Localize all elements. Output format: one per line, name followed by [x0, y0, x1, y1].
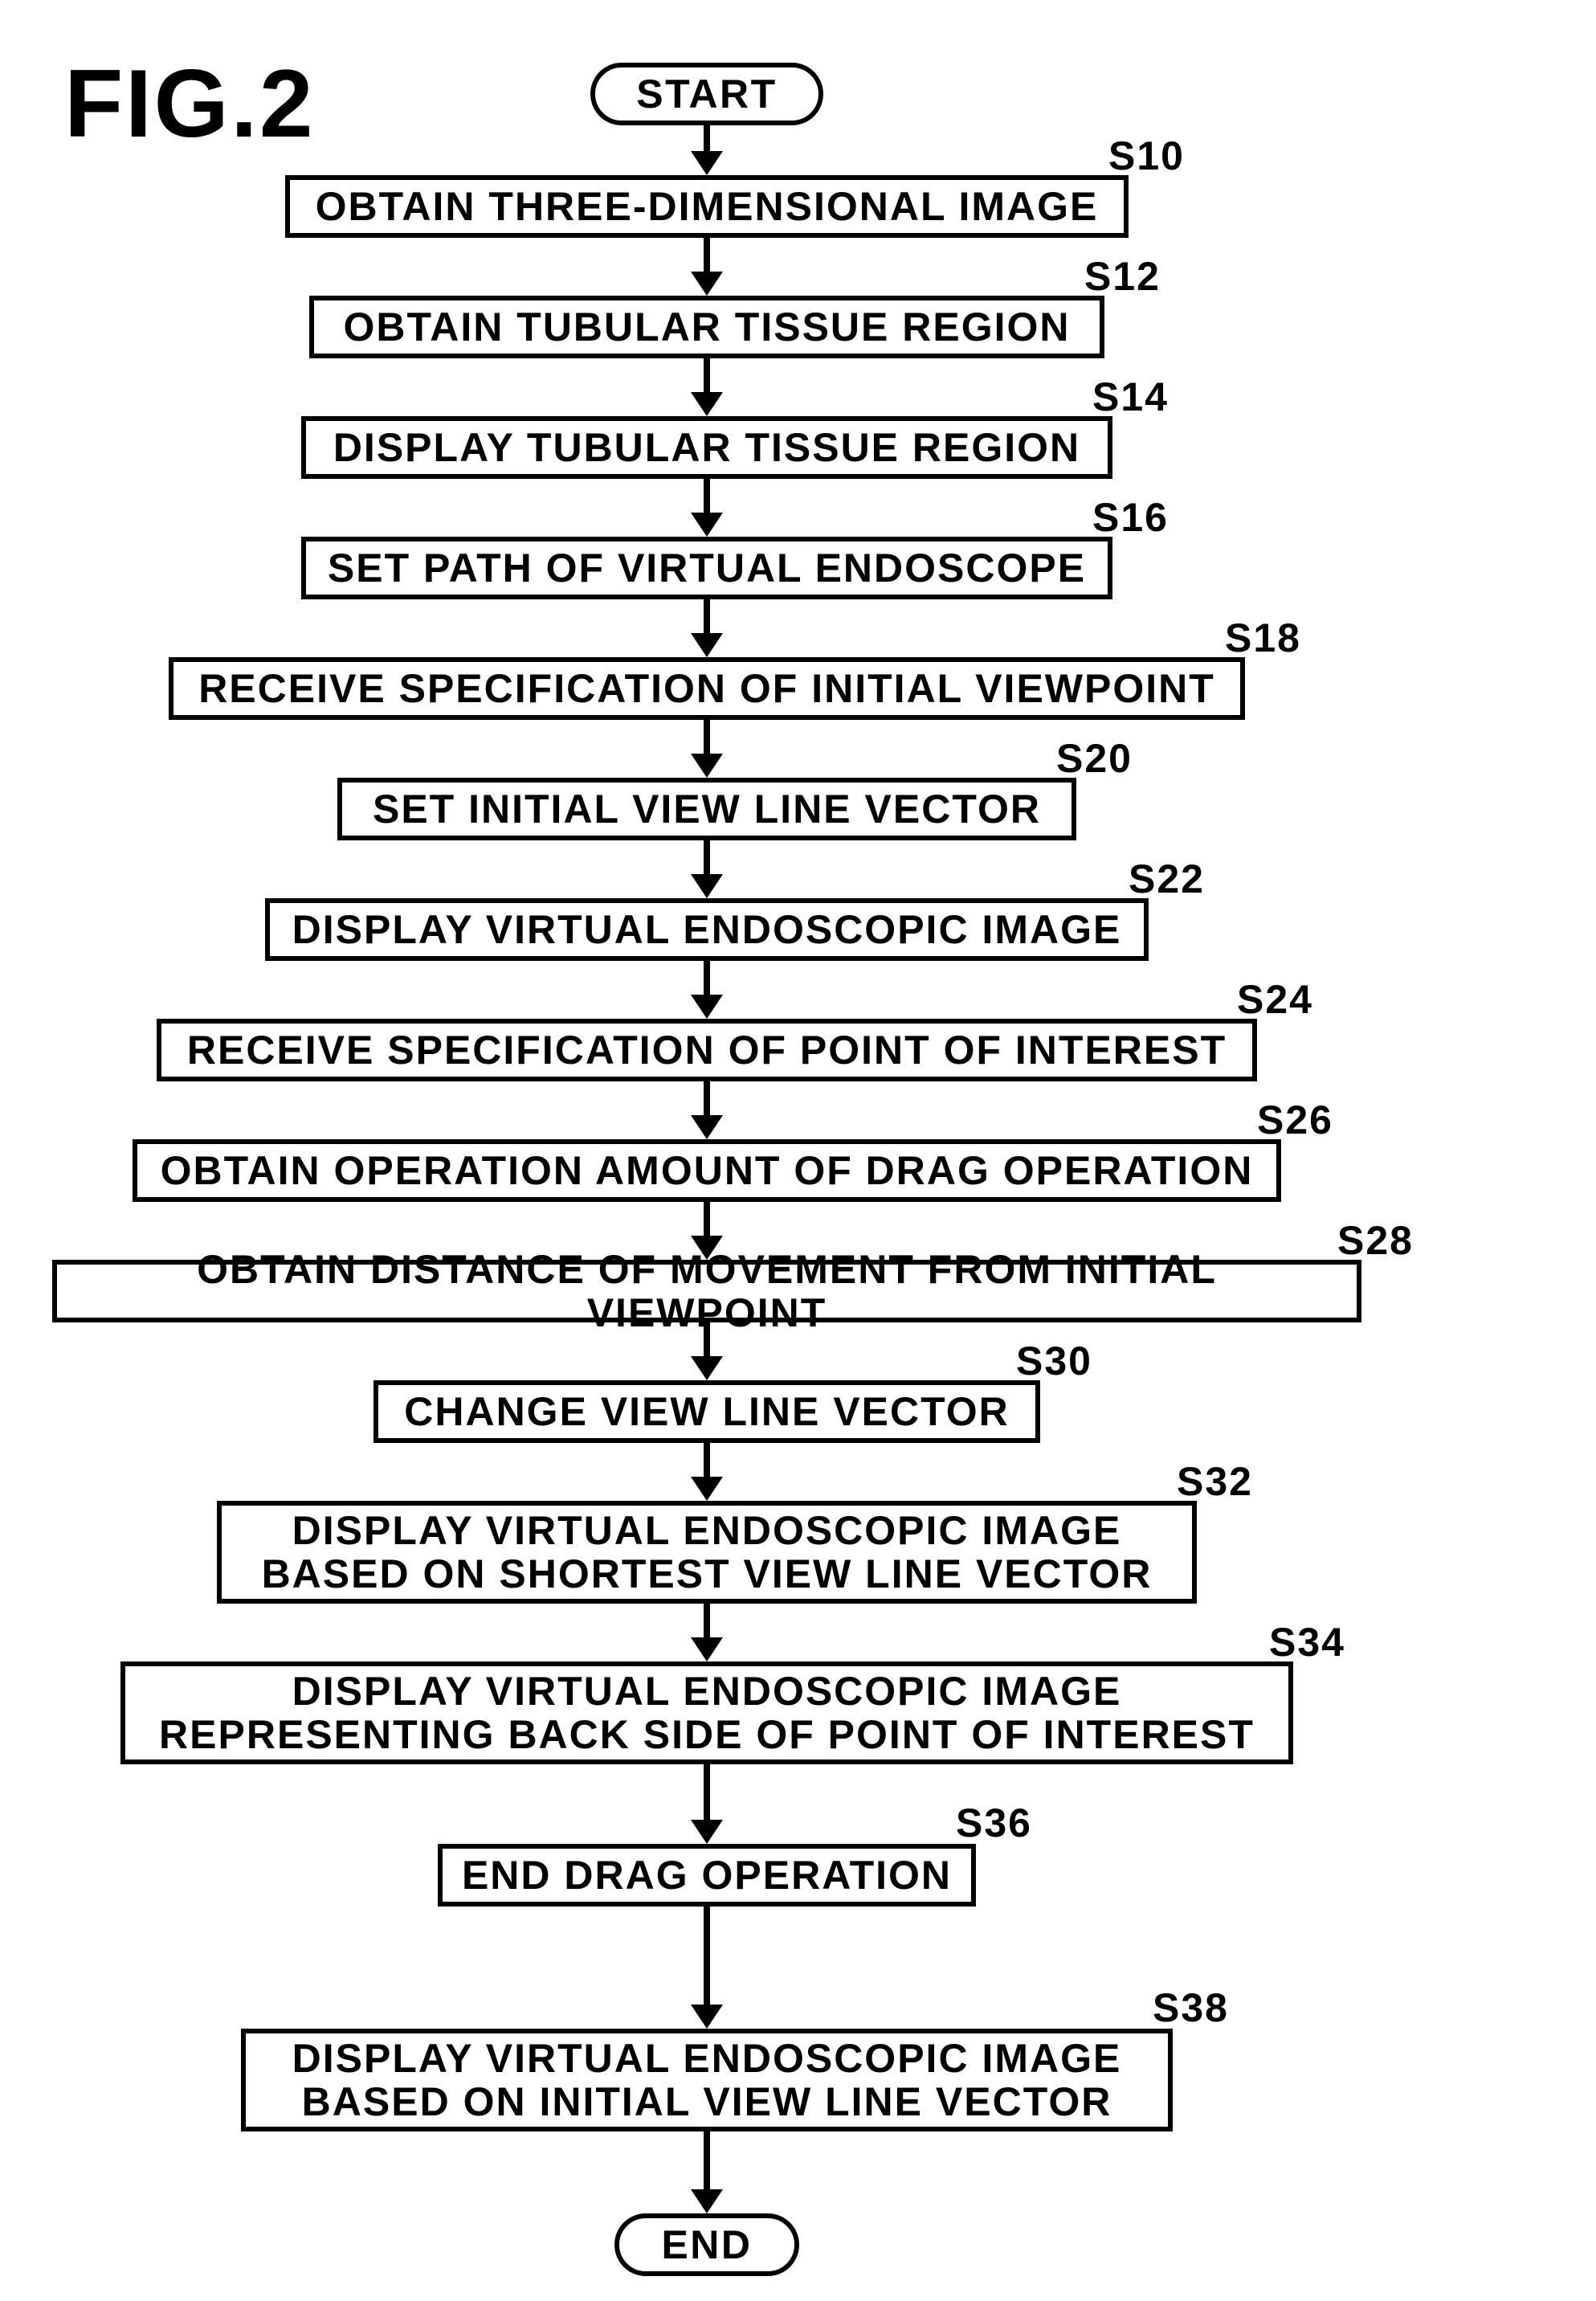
step-text: DISPLAY VIRTUAL ENDOSCOPIC IMAGEBASED ON…: [292, 2037, 1122, 2123]
step-box-s22: DISPLAY VIRTUAL ENDOSCOPIC IMAGE: [265, 898, 1149, 961]
step-label-s14: S14: [1092, 374, 1169, 420]
terminator-end-text: END: [661, 2221, 752, 2268]
step-label-s18: S18: [1225, 615, 1301, 661]
step-text: DISPLAY VIRTUAL ENDOSCOPIC IMAGEBASED ON…: [262, 1509, 1153, 1596]
step-box-s16: SET PATH OF VIRTUAL ENDOSCOPE: [301, 537, 1112, 599]
step-text: SET PATH OF VIRTUAL ENDOSCOPE: [328, 546, 1086, 590]
step-text: OBTAIN THREE-DIMENSIONAL IMAGE: [316, 185, 1099, 228]
step-text: END DRAG OPERATION: [462, 1853, 952, 1897]
arrow-shaft: [704, 599, 710, 633]
step-label-s28: S28: [1337, 1217, 1414, 1264]
arrow-shaft: [704, 840, 710, 874]
step-label-s32: S32: [1177, 1458, 1253, 1505]
terminator-start-text: START: [636, 71, 777, 117]
arrow-head-icon: [691, 151, 723, 175]
step-label-s36: S36: [956, 1800, 1032, 1846]
arrow-shaft: [704, 238, 710, 272]
step-label-s22: S22: [1129, 856, 1205, 902]
step-box-s36: END DRAG OPERATION: [438, 1844, 976, 1907]
step-box-s28: OBTAIN DISTANCE OF MOVEMENT FROM INITIAL…: [52, 1260, 1361, 1322]
step-label-s26: S26: [1257, 1097, 1333, 1143]
step-text: RECEIVE SPECIFICATION OF INITIAL VIEWPOI…: [198, 667, 1215, 710]
arrow-shaft: [704, 358, 710, 392]
arrow-head-icon: [691, 1115, 723, 1139]
step-text: RECEIVE SPECIFICATION OF POINT OF INTERE…: [187, 1028, 1227, 1072]
arrow-head-icon: [691, 995, 723, 1019]
arrow-head-icon: [691, 1637, 723, 1661]
terminator-start: START: [590, 63, 823, 125]
arrow-head-icon: [691, 874, 723, 898]
step-box-s26: OBTAIN OPERATION AMOUNT OF DRAG OPERATIO…: [133, 1139, 1281, 1202]
arrow-head-icon: [691, 754, 723, 778]
step-box-s10: OBTAIN THREE-DIMENSIONAL IMAGE: [285, 175, 1129, 238]
step-label-s38: S38: [1153, 1984, 1229, 2031]
step-label-s10: S10: [1108, 133, 1185, 179]
terminator-end: END: [614, 2213, 799, 2276]
step-label-s24: S24: [1237, 976, 1313, 1023]
arrow-shaft: [704, 2131, 710, 2189]
arrow-shaft: [704, 1202, 710, 1236]
arrow-head-icon: [691, 2189, 723, 2213]
arrow-shaft: [704, 1443, 710, 1477]
step-text: DISPLAY TUBULAR TISSUE REGION: [333, 426, 1080, 469]
step-text: SET INITIAL VIEW LINE VECTOR: [373, 787, 1041, 831]
step-label-s12: S12: [1084, 253, 1161, 300]
step-box-s12: OBTAIN TUBULAR TISSUE REGION: [309, 296, 1104, 358]
arrow-head-icon: [691, 1820, 723, 1844]
arrow-head-icon: [691, 1356, 723, 1380]
arrow-head-icon: [691, 1477, 723, 1501]
step-label-s34: S34: [1269, 1619, 1345, 1665]
arrow-shaft: [704, 961, 710, 995]
arrow-head-icon: [691, 272, 723, 296]
arrow-shaft: [704, 1604, 710, 1637]
figure-label: FIG.2: [64, 48, 315, 159]
arrow-shaft: [704, 479, 710, 513]
arrow-shaft: [704, 125, 710, 151]
step-box-s32: DISPLAY VIRTUAL ENDOSCOPIC IMAGEBASED ON…: [217, 1501, 1197, 1604]
step-box-s14: DISPLAY TUBULAR TISSUE REGION: [301, 416, 1112, 479]
arrow-head-icon: [691, 392, 723, 416]
step-text: CHANGE VIEW LINE VECTOR: [404, 1390, 1009, 1433]
arrow-shaft: [704, 1322, 710, 1356]
step-text: DISPLAY VIRTUAL ENDOSCOPIC IMAGE: [292, 908, 1122, 951]
step-box-s18: RECEIVE SPECIFICATION OF INITIAL VIEWPOI…: [169, 657, 1245, 720]
arrow-shaft: [704, 1764, 710, 1820]
arrow-head-icon: [691, 2005, 723, 2029]
step-label-s20: S20: [1056, 735, 1133, 782]
arrow-shaft: [704, 720, 710, 754]
step-text: OBTAIN DISTANCE OF MOVEMENT FROM INITIAL…: [73, 1248, 1341, 1334]
step-text: OBTAIN OPERATION AMOUNT OF DRAG OPERATIO…: [161, 1149, 1254, 1192]
step-label-s30: S30: [1016, 1338, 1092, 1384]
flowchart-canvas: FIG.2 START OBTAIN THREE-DIMENSIONAL IMA…: [0, 0, 1596, 2301]
arrow-shaft: [704, 1907, 710, 2005]
step-box-s38: DISPLAY VIRTUAL ENDOSCOPIC IMAGEBASED ON…: [241, 2029, 1173, 2131]
step-box-s24: RECEIVE SPECIFICATION OF POINT OF INTERE…: [157, 1019, 1257, 1081]
step-text: DISPLAY VIRTUAL ENDOSCOPIC IMAGEREPRESEN…: [159, 1670, 1255, 1756]
step-box-s34: DISPLAY VIRTUAL ENDOSCOPIC IMAGEREPRESEN…: [120, 1661, 1293, 1764]
step-box-s20: SET INITIAL VIEW LINE VECTOR: [337, 778, 1076, 840]
arrow-head-icon: [691, 1236, 723, 1260]
step-label-s16: S16: [1092, 494, 1169, 541]
arrow-shaft: [704, 1081, 710, 1115]
step-text: OBTAIN TUBULAR TISSUE REGION: [343, 305, 1070, 349]
arrow-head-icon: [691, 633, 723, 657]
step-box-s30: CHANGE VIEW LINE VECTOR: [373, 1380, 1040, 1443]
arrow-head-icon: [691, 513, 723, 537]
